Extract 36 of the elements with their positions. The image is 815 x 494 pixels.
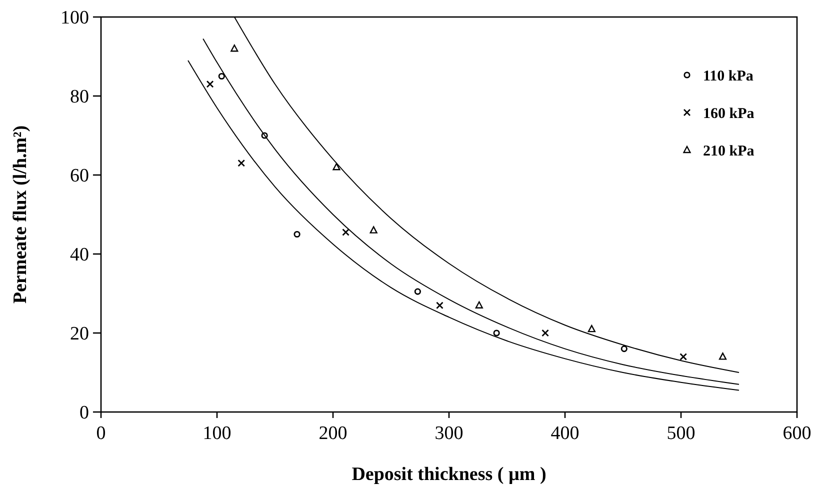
point [342,228,350,236]
point [718,352,727,360]
x-tick-label: 0 [96,423,106,444]
legend-label: 110 kPa [703,68,754,84]
point [414,288,421,295]
point [206,80,214,88]
point [218,72,225,80]
y-tick-label: 40 [70,244,89,266]
y-tick-label: 20 [70,324,89,345]
x-tick-label: 400 [550,423,580,444]
point [680,353,688,360]
point [370,226,378,234]
x-axis-title: Deposit thickness ( µm ) [352,464,546,485]
x-tick-label: 300 [434,423,464,444]
point [332,163,340,170]
y-tick-label: 80 [70,86,89,108]
point [230,44,238,52]
x-tick-label: 500 [666,423,696,444]
point [475,301,483,308]
point [588,324,596,332]
y-tick-label: 100 [60,8,89,29]
x-tick-label: 600 [782,423,812,444]
y-tick-label: 60 [70,166,89,187]
legend-label: 160 kPa [703,106,755,122]
y-tick-label: 0 [80,402,89,424]
point [542,329,549,337]
point [493,330,500,336]
x-tick-label: 100 [202,423,232,444]
point [620,346,628,352]
x-tick-label: 200 [318,423,348,444]
point [238,159,246,167]
legend-label: 210 kPa [703,143,755,160]
point [261,132,268,139]
point [294,230,300,238]
y-axis-title: Permeate flux (l/h.m²) [10,125,31,304]
point [436,302,444,310]
